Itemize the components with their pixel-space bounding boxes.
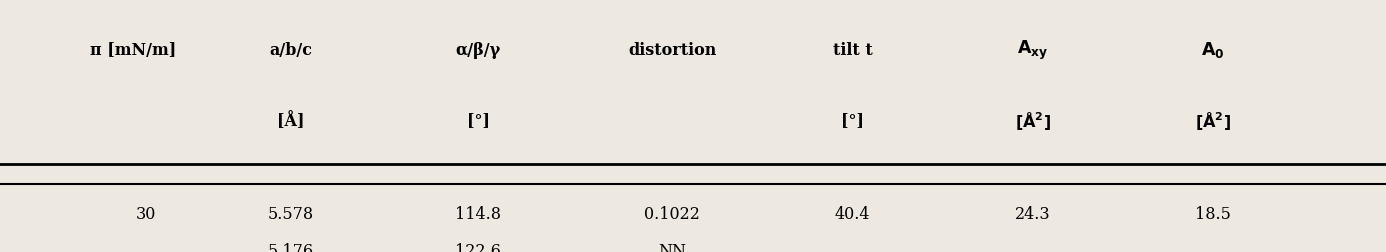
Text: α/β/γ: α/β/γ (456, 42, 500, 59)
Text: $\mathbf{[\AA^2]}$: $\mathbf{[\AA^2]}$ (1015, 110, 1051, 132)
Text: 30: 30 (136, 206, 155, 223)
Text: 122.6: 122.6 (455, 243, 502, 252)
Text: $\mathbf{A_0}$: $\mathbf{A_0}$ (1202, 40, 1224, 60)
Text: [°]: [°] (467, 112, 489, 130)
Text: a/b/c: a/b/c (269, 42, 313, 59)
Text: 5.176: 5.176 (267, 243, 315, 252)
Text: [°]: [°] (841, 112, 863, 130)
Text: 24.3: 24.3 (1015, 206, 1051, 223)
Text: π [mN/m]: π [mN/m] (90, 42, 176, 59)
Text: 40.4: 40.4 (834, 206, 870, 223)
Text: 5.578: 5.578 (267, 206, 315, 223)
Text: tilt t: tilt t (833, 42, 872, 59)
Text: distortion: distortion (628, 42, 717, 59)
Text: 114.8: 114.8 (455, 206, 502, 223)
Text: 0.1022: 0.1022 (644, 206, 700, 223)
Text: $\mathbf{[\AA^2]}$: $\mathbf{[\AA^2]}$ (1195, 110, 1231, 132)
Text: $\mathbf{A_{xy}}$: $\mathbf{A_{xy}}$ (1017, 39, 1048, 62)
Text: 18.5: 18.5 (1195, 206, 1231, 223)
Text: [Å]: [Å] (277, 112, 305, 130)
Text: NN: NN (658, 243, 686, 252)
